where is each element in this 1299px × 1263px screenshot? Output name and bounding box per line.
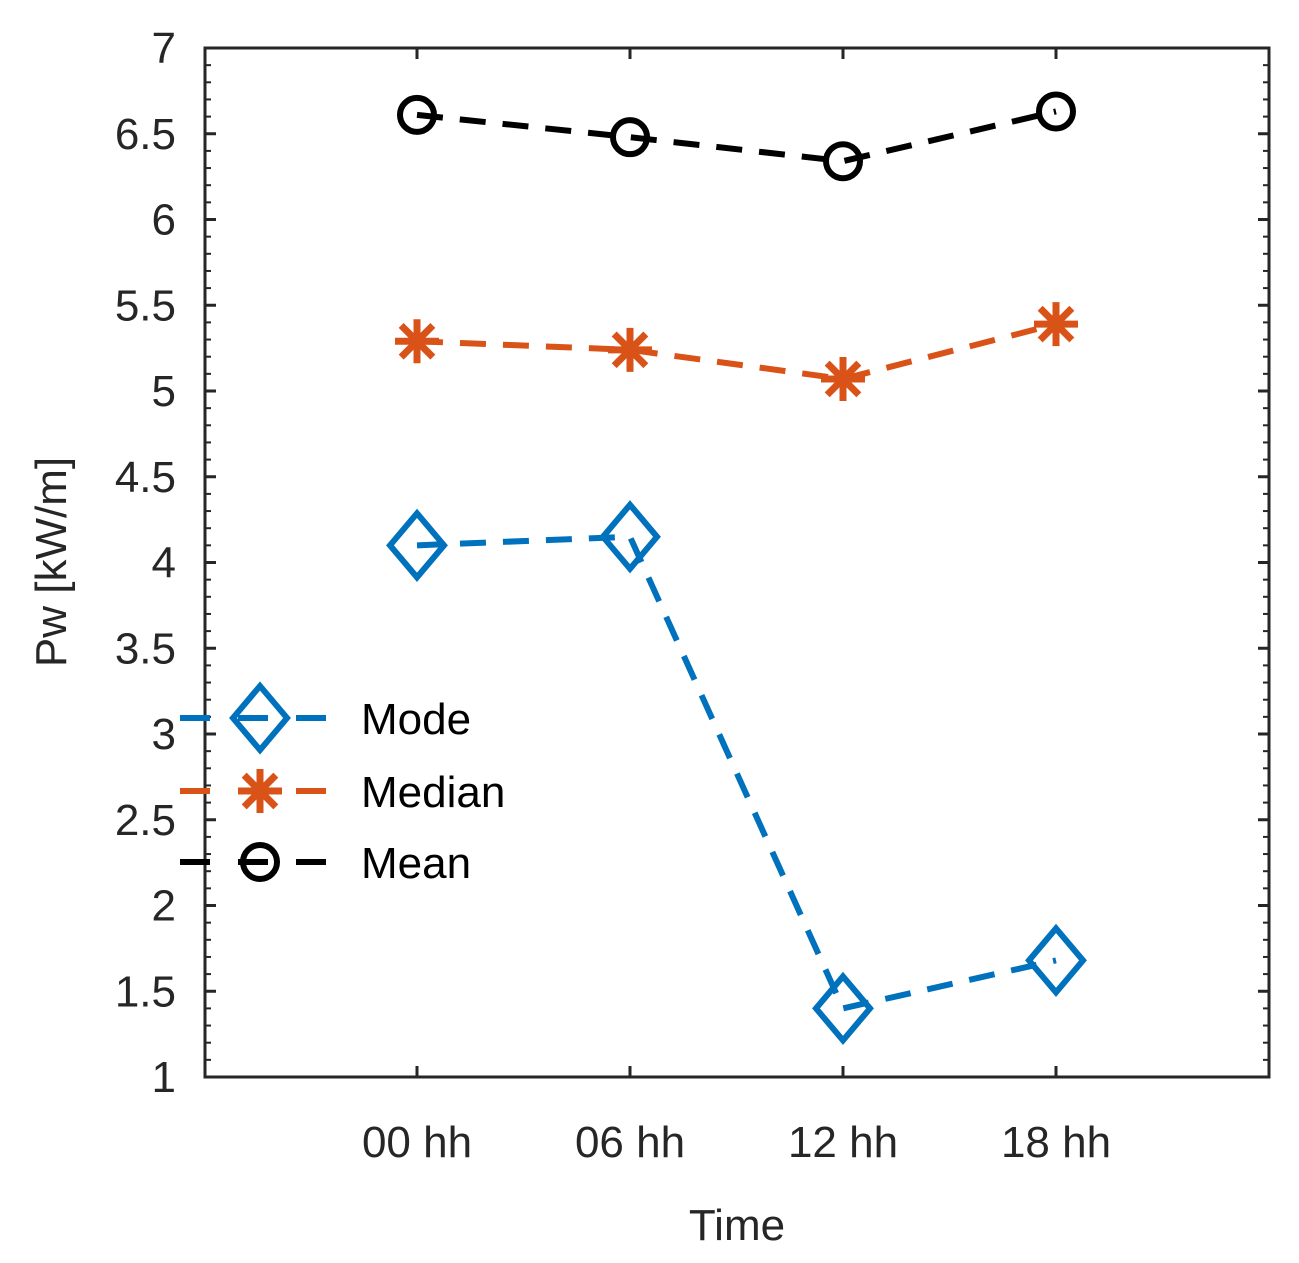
x-axis-title: Time [689,1201,785,1250]
circle-marker [823,141,863,182]
circle-marker [610,117,650,158]
plot-area [203,46,1271,1079]
diamond-marker [812,971,874,1046]
legend: Mode Median Mean [175,681,505,888]
diamond-marker [386,508,448,583]
asterisk-marker [395,319,439,364]
ticks [205,46,1269,1079]
legend-item-mean: Mean [175,839,471,888]
x-tick-label: 12 hh [788,1118,898,1167]
legend-item-mode: Mode [175,681,471,755]
legend-label: Mean [361,839,471,888]
x-tick-label: 00 hh [362,1118,472,1167]
y-tick-label: 5.5 [115,281,176,330]
y-tick-label: 6.5 [115,110,176,159]
y-tick-label: 3.5 [115,624,176,673]
asterisk-marker-legend [238,769,282,813]
y-tick-label: 5 [152,367,176,416]
y-tick-label: 4.5 [115,453,176,502]
y-tick-label: 7 [152,24,176,73]
x-tick-labels: 00 hh 06 hh 12 hh 18 hh [362,1118,1111,1167]
y-tick-label: 4 [152,539,176,588]
asterisk-marker [608,327,652,372]
y-tick-label: 6 [152,196,176,245]
diamond-marker [1025,923,1087,998]
circle-marker-legend [240,842,280,882]
series-mode [386,500,1087,1046]
y-tick-label: 1 [152,1053,176,1102]
legend-item-median: Median [175,768,505,817]
y-tick-label: 1.5 [115,967,176,1016]
series-layer [386,91,1087,1046]
y-tick-label: 3 [152,710,176,759]
series-median [395,302,1078,401]
series-line-median [416,321,1057,383]
legend-label: Median [361,768,505,817]
asterisk-marker [1034,302,1078,347]
y-axis-title: Pw [kW/m] [27,457,76,667]
series-mean [397,91,1076,182]
series-line-mode [416,533,1057,1012]
diamond-marker-legend [229,681,291,755]
circle-marker [397,94,437,135]
y-tick-labels: 1 1.5 2 2.5 3 3.5 4 4.5 5 5.5 6 6.5 7 [115,24,176,1102]
y-tick-label: 2 [152,882,176,931]
legend-label: Mode [361,695,471,744]
circle-marker [1036,91,1076,132]
x-tick-label: 18 hh [1001,1118,1111,1167]
x-tick-label: 06 hh [575,1118,685,1167]
y-tick-label: 2.5 [115,796,176,845]
diamond-marker [599,500,661,574]
series-line-mean [416,108,1057,165]
asterisk-marker [821,356,865,401]
